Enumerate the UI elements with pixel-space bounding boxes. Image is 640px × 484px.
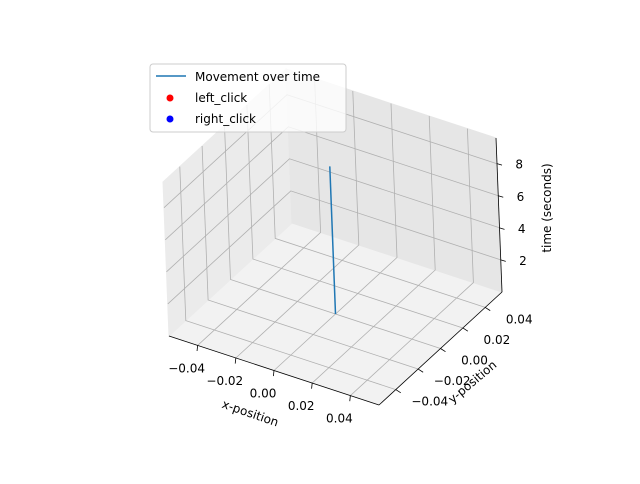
y-gridline [179, 166, 396, 390]
x-tick-mark [196, 345, 199, 352]
x-tick-mark [311, 383, 313, 389]
x-gridline [235, 90, 360, 359]
legend-label-right-click: right_click [195, 112, 256, 126]
legend-label-movement: Movement over time [195, 70, 320, 84]
z-tick-label: 4 [518, 222, 526, 236]
z-tick-mark [496, 163, 503, 166]
y-tick-mark [417, 368, 424, 373]
z-tick-label: 2 [519, 254, 527, 268]
legend-label-left-click: left_click [195, 91, 247, 105]
x-tick-label: −0.02 [206, 374, 243, 388]
x-tick-label: 0.00 [250, 387, 277, 401]
x-tick-label: 0.02 [288, 399, 315, 413]
ticks: −0.04−0.020.000.020.04−0.04−0.020.000.02… [168, 158, 532, 426]
x-gridline [311, 115, 436, 384]
y-tick-mark [462, 327, 469, 332]
y-tick-mark [440, 348, 446, 353]
y-tick-label: −0.02 [434, 374, 471, 388]
x-tick-label: −0.04 [168, 361, 205, 375]
x-tick-mark [273, 370, 275, 377]
z-gridline [166, 158, 500, 273]
legend-marker-left-click [166, 94, 174, 102]
legend-frame [149, 63, 347, 133]
y-gridline [224, 125, 441, 349]
y-tick-label: 0.02 [484, 333, 511, 347]
data-series [329, 166, 337, 315]
x-tick-label: 0.04 [326, 412, 353, 426]
x-gridline [350, 128, 474, 396]
legend-marker-right-click [166, 115, 174, 123]
y-gridline [268, 84, 486, 308]
y-tick-mark [395, 389, 401, 394]
z-tick-mark [498, 195, 504, 198]
x-tick-mark [349, 395, 351, 402]
legend: Movement over time left_click right_clic… [149, 63, 347, 133]
z-tick-label: 8 [515, 158, 523, 172]
y-tick-label: −0.04 [411, 395, 448, 409]
grid-lines [163, 78, 501, 396]
z-tick-mark [500, 259, 506, 262]
y-gridline [201, 145, 419, 370]
x-tick-mark [234, 357, 237, 364]
x-gridline [273, 103, 398, 371]
z-gridline [167, 190, 501, 305]
y-tick-mark [485, 307, 491, 311]
y-tick-label: 0.04 [506, 312, 533, 326]
z-axis-label: time (seconds) [540, 163, 554, 252]
z-tick-mark [499, 227, 505, 230]
z-tick-label: 6 [517, 190, 525, 204]
y-tick-label: 0.00 [461, 354, 488, 368]
series-line-0 [329, 166, 337, 315]
y-gridline [246, 104, 464, 329]
x-axis-label: x-position [220, 397, 280, 429]
